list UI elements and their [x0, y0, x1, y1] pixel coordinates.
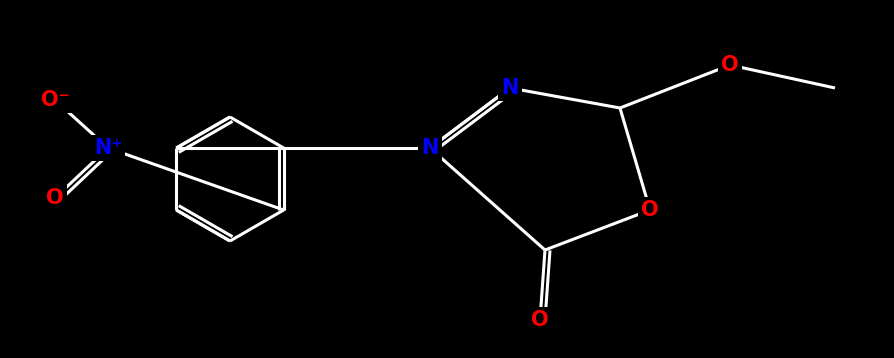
Text: O: O [531, 310, 548, 330]
Text: N⁺: N⁺ [94, 138, 122, 158]
Text: O⁻: O⁻ [40, 90, 69, 110]
Text: O: O [640, 200, 658, 220]
Text: O: O [721, 55, 738, 75]
Text: N: N [501, 78, 519, 98]
Text: N: N [421, 138, 438, 158]
Text: O: O [46, 188, 63, 208]
